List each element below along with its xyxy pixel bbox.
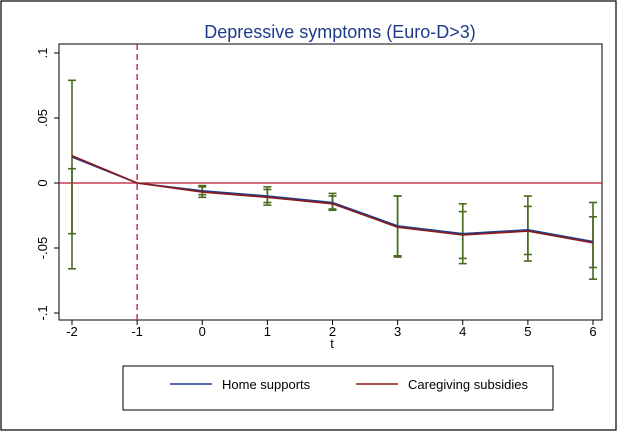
x-tick-label: 1 xyxy=(264,324,271,339)
legend-box xyxy=(122,365,554,411)
y-tick-label: -.05 xyxy=(35,237,50,259)
plot-area: .1 .05 0 -.05 -.1 -2 -1 0 1 2 3 4 5 6 xyxy=(35,43,603,339)
x-tick-label: 4 xyxy=(459,324,466,339)
x-axis-label: t xyxy=(330,336,334,351)
x-tick-label: -2 xyxy=(66,324,78,339)
legend-label: Home supports xyxy=(222,377,311,392)
y-tick-label: 0 xyxy=(35,179,50,186)
x-tick-label: 2 xyxy=(329,324,336,339)
legend-label: Caregiving subsidies xyxy=(408,377,528,392)
y-tick-label: .05 xyxy=(35,109,50,127)
y-tick-label: .1 xyxy=(35,48,50,59)
chart-title: Depressive symptoms (Euro-D>3) xyxy=(204,22,476,42)
x-tick-label: 0 xyxy=(199,324,206,339)
x-tick-label: 5 xyxy=(524,324,531,339)
x-tick-label: -1 xyxy=(131,324,143,339)
x-tick-label: 3 xyxy=(394,324,401,339)
legend: Home supports Caregiving subsidies xyxy=(122,365,554,411)
plot-frame xyxy=(58,43,603,321)
x-tick-label: 6 xyxy=(589,324,596,339)
series-line-caregiving-subsidies xyxy=(71,154,594,244)
y-tick-label: -.1 xyxy=(35,305,50,320)
